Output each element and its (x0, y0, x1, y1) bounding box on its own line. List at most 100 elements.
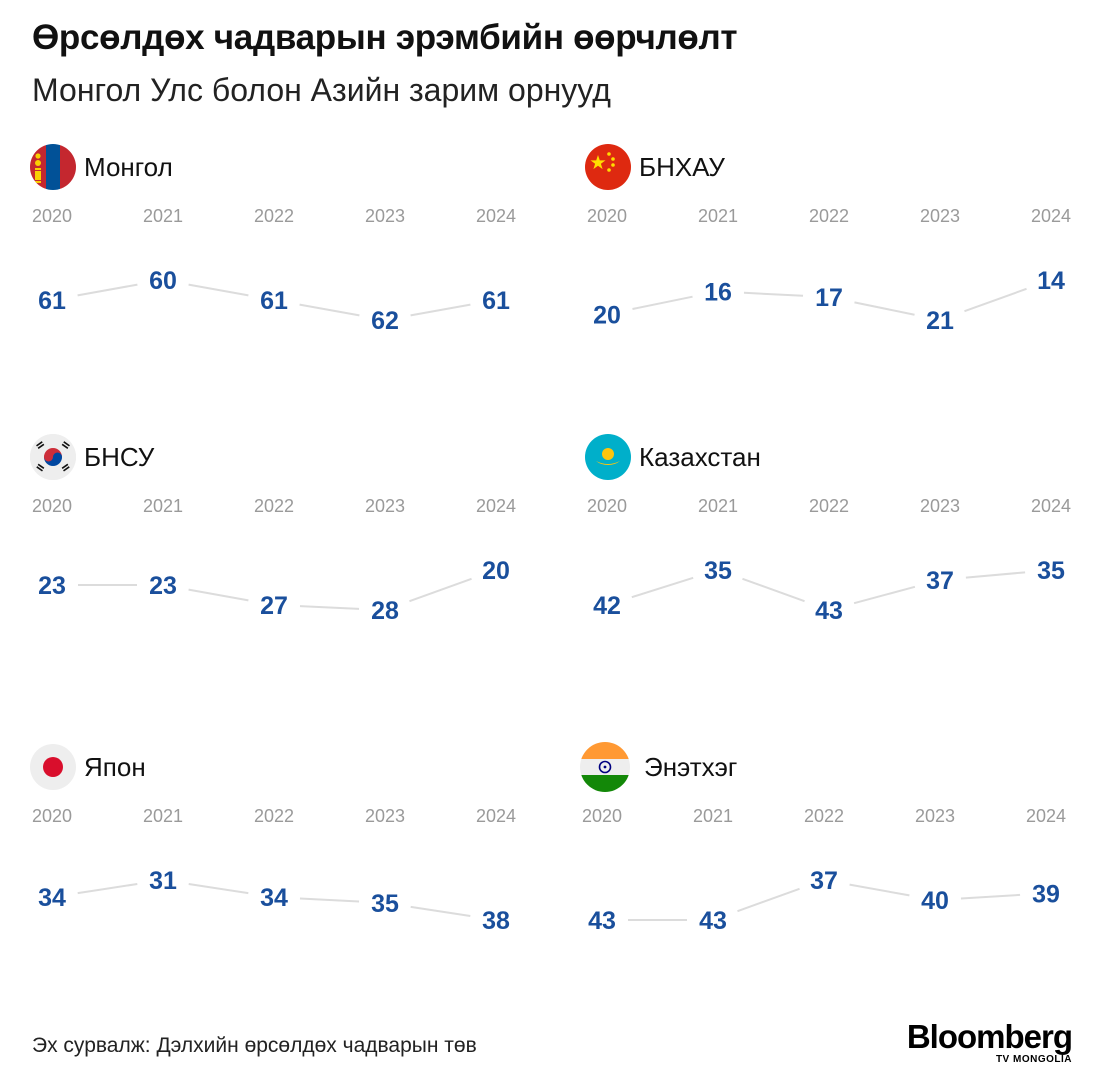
year-tick-label: 2020 (32, 206, 72, 226)
rank-line-segment (188, 882, 249, 895)
rank-value-label: 61 (260, 287, 288, 315)
rank-value-label: 37 (810, 867, 838, 895)
rank-value-label: 27 (260, 592, 288, 620)
country-name: Япон (84, 751, 146, 782)
rank-value-label: 23 (38, 572, 66, 600)
rank-line-segment (854, 301, 915, 316)
rank-line-segment (853, 585, 916, 605)
kazakhstan-flag-icon (585, 434, 631, 480)
rank-chart: 2020 2021 2022 2023 2024 42 35 43 37 35 (587, 496, 1071, 625)
year-tick-label: 2023 (920, 206, 960, 226)
year-tick-label: 2022 (254, 806, 294, 826)
year-tick-label: 2022 (809, 496, 849, 516)
rank-value-label: 14 (1037, 267, 1065, 295)
rank-value-label: 31 (149, 867, 177, 895)
rank-value-label: 60 (149, 267, 177, 295)
rank-line-segment (743, 291, 804, 297)
year-tick-label: 2021 (698, 206, 738, 226)
south-korea-flag-icon (30, 434, 76, 480)
year-tick-label: 2020 (587, 206, 627, 226)
mongolia-flag-icon (30, 144, 76, 190)
rank-value-label: 42 (593, 592, 621, 620)
brand-name: Bloomberg (906, 1018, 1073, 1055)
rank-value-label: 28 (371, 597, 399, 625)
rank-line-segment (631, 576, 694, 599)
rank-value-label: 43 (815, 597, 843, 625)
rank-line-segment (737, 887, 800, 913)
year-tick-label: 2021 (698, 496, 738, 516)
year-tick-label: 2022 (254, 206, 294, 226)
year-tick-label: 2021 (143, 206, 183, 226)
rank-value-label: 35 (1037, 557, 1065, 585)
rank-value-label: 34 (38, 884, 66, 912)
rank-value-label: 35 (704, 557, 732, 585)
year-tick-label: 2023 (915, 806, 955, 826)
rank-line-segment (960, 893, 1021, 900)
year-tick-label: 2022 (804, 806, 844, 826)
country-name: Казахстан (639, 441, 761, 472)
rank-value-label: 37 (926, 567, 954, 595)
rank-line-segment (849, 883, 910, 897)
rank-value-label: 61 (482, 287, 510, 315)
rank-value-label: 40 (921, 887, 949, 915)
year-tick-label: 2024 (476, 806, 516, 826)
rank-line-segment (410, 303, 471, 317)
year-tick-label: 2021 (693, 806, 733, 826)
rank-value-label: 43 (699, 907, 727, 935)
year-tick-label: 2020 (587, 496, 627, 516)
rank-line-segment (299, 303, 360, 317)
panel-japan: Япон 2020 2021 2022 2023 2024 34 31 34 35 38 (30, 744, 530, 1034)
rank-line-segment (410, 905, 471, 918)
chart-subtitle: Монгол Улс болон Азийн зарим орнууд (32, 72, 611, 108)
rank-value-label: 61 (38, 287, 66, 315)
brand-logo: Bloomberg TV MONGOLIA (906, 1018, 1073, 1065)
panel-header: Казахстан (585, 434, 761, 480)
rank-value-label: 43 (588, 907, 616, 935)
rank-line-segment (965, 571, 1026, 579)
year-tick-label: 2020 (582, 806, 622, 826)
brand-sub: TV MONGOLIA (995, 1054, 1072, 1065)
panel-kazakhstan: Казахстан 2020 2021 2022 2023 2024 42 35 43 37 35 (585, 434, 1085, 724)
source-note: Эх сурвалж: Дэлхийн өрсөлдөх чадварын тө… (32, 1034, 477, 1057)
panel-header: Монгол (30, 144, 173, 190)
year-tick-label: 2021 (143, 496, 183, 516)
country-name: Монгол (84, 151, 173, 182)
year-tick-label: 2023 (920, 496, 960, 516)
year-tick-label: 2021 (143, 806, 183, 826)
japan-flag-icon (30, 744, 76, 790)
rank-line-segment (188, 588, 249, 602)
year-tick-label: 2023 (365, 206, 405, 226)
rank-value-label: 20 (482, 557, 510, 585)
rank-line-segment (188, 283, 249, 297)
year-tick-label: 2024 (476, 206, 516, 226)
india-flag-icon (580, 742, 630, 792)
rank-line-segment (742, 577, 805, 603)
panel-header: Япон (30, 744, 146, 790)
year-tick-label: 2022 (254, 496, 294, 516)
rank-line-segment (964, 287, 1027, 313)
panel-india: Энэтхэг 2020 2021 2022 2023 2024 43 43 37 40 39 (580, 742, 1080, 1034)
rank-line-segment (409, 577, 472, 603)
rank-line-segment (299, 897, 360, 903)
chart-title: Өрсөлдөх чадварын эрэмбийн өөрчлөлт (32, 18, 738, 57)
rank-chart: 2020 2021 2022 2023 2024 34 31 34 35 38 (32, 806, 516, 935)
panel-header: БНХАУ (585, 144, 725, 190)
rank-value-label: 38 (482, 907, 510, 935)
rank-value-label: 21 (926, 307, 954, 335)
panel-header: Энэтхэг (580, 742, 737, 792)
year-tick-label: 2024 (476, 496, 516, 516)
rank-chart: 2020 2021 2022 2023 2024 20 16 17 21 14 (587, 206, 1071, 335)
rank-value-label: 62 (371, 307, 399, 335)
rank-value-label: 16 (704, 278, 732, 306)
rank-line-segment (77, 882, 138, 895)
year-tick-label: 2024 (1031, 206, 1071, 226)
year-tick-label: 2024 (1031, 496, 1071, 516)
year-tick-label: 2023 (365, 496, 405, 516)
rank-value-label: 35 (371, 890, 399, 918)
year-tick-label: 2024 (1026, 806, 1066, 826)
rank-line-segment (77, 283, 138, 297)
year-tick-label: 2023 (365, 806, 405, 826)
panel-header: БНСУ (30, 434, 154, 480)
rank-line-segment (632, 295, 693, 311)
rank-value-label: 39 (1032, 880, 1060, 908)
